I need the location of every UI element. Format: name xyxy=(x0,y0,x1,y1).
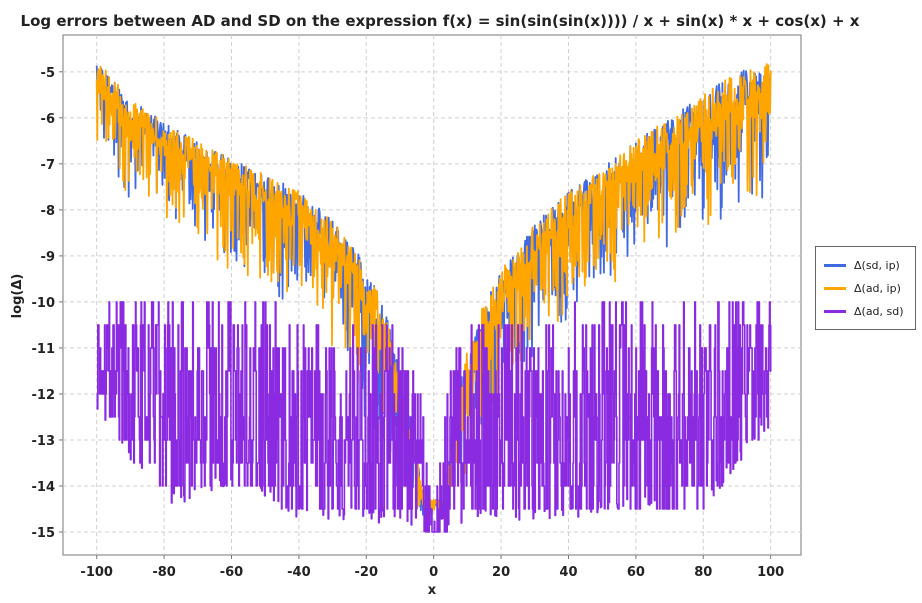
x-axis-label: x xyxy=(428,583,437,598)
y-tick-label: -11 xyxy=(32,342,56,357)
x-tick-label: 100 xyxy=(757,565,784,580)
legend-swatch-ad-ip xyxy=(824,286,846,290)
legend-label-ad-ip: Δ(ad, ip) xyxy=(854,281,901,295)
x-tick-label: 60 xyxy=(627,565,645,580)
chart-title: Log errors between AD and SD on the expr… xyxy=(21,12,860,30)
y-tick-label: -13 xyxy=(32,434,56,449)
y-tick-label: -15 xyxy=(32,526,56,541)
legend: Δ(sd, ip) Δ(ad, ip) Δ(ad, sd) xyxy=(815,246,916,330)
tick-layer: -100 -80 -60 -40 -20 0 20 40 60 80 100 -5 -6 -7 -8 -9 -1… xyxy=(32,66,785,580)
legend-item-sd-ip: Δ(sd, ip) xyxy=(824,257,900,273)
legend-item-ad-sd: Δ(ad, sd) xyxy=(824,303,904,319)
series-layer xyxy=(95,63,772,533)
y-tick-label: -7 xyxy=(41,158,55,173)
y-tick-label: -9 xyxy=(41,250,55,265)
series-ad-ip-line xyxy=(95,63,772,516)
legend-swatch-ad-sd xyxy=(824,309,846,313)
x-tick-label: 0 xyxy=(429,565,438,580)
series-ad-sd-line xyxy=(96,301,772,533)
legend-label-ad-sd: Δ(ad, sd) xyxy=(854,304,904,318)
y-tick-label: -12 xyxy=(32,388,56,403)
y-tick-label: -5 xyxy=(41,66,55,81)
y-tick-label: -10 xyxy=(32,296,56,311)
legend-swatch-sd-ip xyxy=(824,263,846,267)
y-tick-label: -6 xyxy=(41,112,55,127)
x-tick-label: -20 xyxy=(355,565,379,580)
legend-item-ad-ip: Δ(ad, ip) xyxy=(824,280,901,296)
x-tick-label: 80 xyxy=(694,565,712,580)
y-axis-label: log(Δ) xyxy=(10,274,25,319)
y-tick-label: -8 xyxy=(41,204,55,219)
legend-label-sd-ip: Δ(sd, ip) xyxy=(854,258,900,272)
x-tick-label: 20 xyxy=(492,565,510,580)
y-tick-label: -14 xyxy=(32,480,56,495)
x-tick-label: -60 xyxy=(220,565,244,580)
x-tick-label: 40 xyxy=(559,565,577,580)
x-tick-label: -100 xyxy=(80,565,113,580)
x-tick-label: -40 xyxy=(287,565,311,580)
x-tick-label: -80 xyxy=(152,565,176,580)
